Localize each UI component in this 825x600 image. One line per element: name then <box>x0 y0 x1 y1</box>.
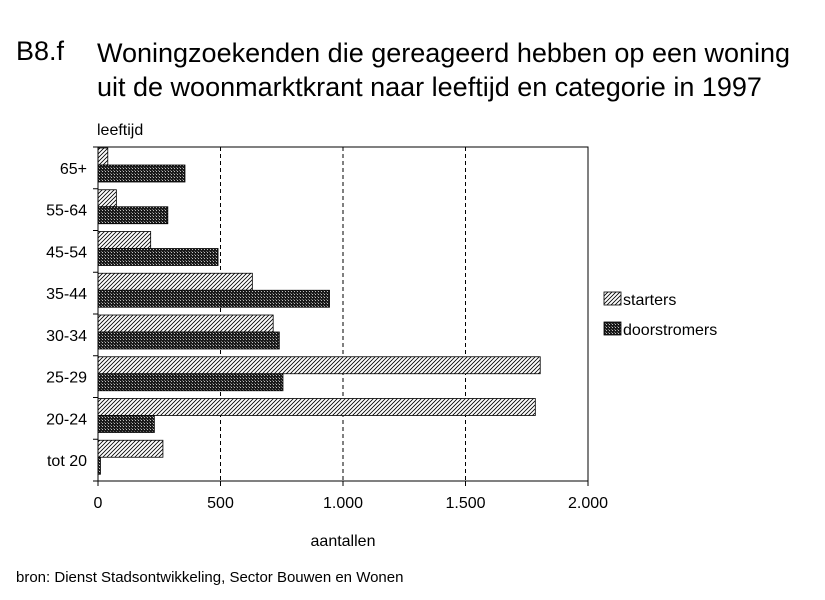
x-axis-label: aantallen <box>311 533 376 550</box>
y-tick-label: 35-44 <box>46 286 87 303</box>
bar-starters <box>97 439 164 458</box>
bar-doorstromers <box>97 331 280 350</box>
bar-starters <box>97 314 274 333</box>
x-tick-label: 0 <box>94 495 103 512</box>
bar-starters <box>97 272 253 291</box>
y-tick-label: 30-34 <box>46 328 87 345</box>
figure-number: B8.f <box>16 36 65 66</box>
y-tick-label: 55-64 <box>46 203 87 220</box>
chart-title-line-1: Woningzoekenden die gereageerd hebben op… <box>97 38 791 68</box>
axes: 65+ 55-64 45-54 35-44 30-34 25-29 20-24 tot 20 0… <box>46 146 608 512</box>
chart-title-line-2: uit de woonmarktkrant naar leeftijd en c… <box>97 72 762 102</box>
bar-doorstromers <box>97 164 186 183</box>
gridlines <box>220 147 466 481</box>
legend-swatch-starters <box>603 291 622 306</box>
bar-starters <box>97 356 541 375</box>
bar-starters <box>97 147 109 166</box>
y-tick-label: 65+ <box>60 161 87 178</box>
y-tick-label: 20-24 <box>46 411 87 428</box>
bar-doorstromers <box>97 373 284 392</box>
x-tick-label: 1.500 <box>445 495 485 512</box>
bar-doorstromers <box>97 415 155 433</box>
x-tick-label: 500 <box>207 495 234 512</box>
y-axis-label: leeftijd <box>97 122 143 139</box>
y-tick-label: 45-54 <box>46 244 87 261</box>
x-tick-label: 2.000 <box>568 495 608 512</box>
x-tick-label: 1.000 <box>323 495 363 512</box>
legend-label-doorstromers: doorstromers <box>623 322 717 339</box>
bar-doorstromers <box>97 289 330 308</box>
bar-starters <box>97 398 536 416</box>
bar-doorstromers <box>97 248 219 266</box>
legend-swatch-doorstromers <box>603 321 622 336</box>
bar-starters <box>97 231 152 249</box>
bar-starters <box>97 189 117 208</box>
bar-doorstromers <box>97 206 169 225</box>
bars <box>97 147 541 475</box>
y-tick-label: 25-29 <box>46 370 87 387</box>
legend: starters doorstromers <box>603 291 717 339</box>
y-tick-label: tot 20 <box>47 453 87 470</box>
chart-title: Woningzoekenden die gereageerd hebben op… <box>97 36 790 104</box>
legend-label-starters: starters <box>623 292 676 309</box>
source-note: bron: Dienst Stadsontwikkeling, Sector B… <box>16 569 404 586</box>
